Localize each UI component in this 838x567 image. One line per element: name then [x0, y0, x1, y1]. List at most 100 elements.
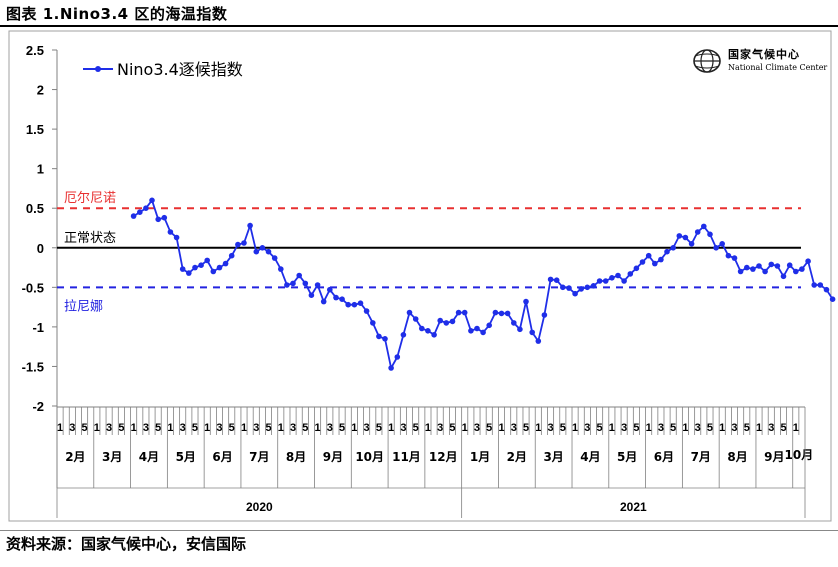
data-point: [400, 332, 407, 338]
data-point: [676, 233, 683, 239]
pentad-tick-label: 3: [695, 422, 701, 434]
logo-name-cn: 国家气候中心: [728, 48, 800, 61]
data-point: [799, 266, 805, 272]
pentad-tick-label: 5: [265, 422, 271, 434]
data-point: [437, 317, 444, 324]
data-point: [265, 248, 272, 255]
data-point: [419, 325, 425, 332]
y-tick-label: 1.5: [26, 122, 44, 137]
y-tick-label: 0.5: [26, 201, 44, 216]
data-point: [155, 216, 161, 223]
pentad-tick-label: 1: [609, 422, 615, 434]
reference-line-label: 拉尼娜: [64, 299, 103, 314]
month-label: 10月: [355, 450, 384, 464]
data-point: [492, 309, 499, 316]
pentad-tick-label: 1: [57, 422, 63, 434]
data-point: [394, 354, 401, 360]
data-point: [443, 320, 450, 326]
data-point: [719, 241, 725, 247]
data-point: [664, 248, 670, 255]
data-point: [578, 286, 584, 292]
pentad-tick-label: 1: [388, 422, 394, 434]
data-point: [474, 325, 480, 332]
data-point: [511, 320, 517, 326]
month-label: 1月: [470, 450, 490, 464]
data-point: [314, 282, 321, 288]
data-point: [547, 276, 554, 283]
data-point: [425, 328, 431, 334]
pentad-tick-label: 3: [584, 422, 590, 434]
data-point: [560, 284, 566, 291]
data-point: [357, 300, 364, 307]
data-point: [523, 298, 529, 305]
data-point: [351, 301, 358, 308]
title-divider: [0, 25, 838, 27]
data-point: [645, 252, 652, 259]
pentad-tick-label: 1: [131, 422, 137, 434]
data-point: [137, 209, 143, 215]
data-point: [602, 278, 609, 284]
data-point: [333, 294, 339, 301]
data-point: [302, 280, 309, 287]
y-tick-label: 2.5: [26, 43, 44, 58]
data-point: [130, 213, 137, 219]
pentad-tick-label: 3: [290, 422, 296, 434]
data-point: [210, 268, 217, 275]
data-point: [259, 245, 266, 251]
year-label: 2021: [620, 500, 647, 514]
pentad-tick-label: 3: [731, 422, 737, 434]
data-point: [327, 286, 333, 293]
y-tick-label: -1.5: [22, 359, 44, 374]
data-point: [535, 338, 542, 344]
data-point: [179, 266, 186, 272]
month-label: 11月: [392, 450, 421, 464]
pentad-tick-label: 5: [560, 422, 566, 434]
pentad-tick-label: 1: [94, 422, 100, 434]
pentad-tick-label: 1: [167, 422, 173, 434]
data-point: [480, 329, 486, 336]
month-label: 3月: [543, 450, 563, 464]
pentad-tick-label: 5: [376, 422, 382, 434]
pentad-tick-label: 1: [315, 422, 321, 434]
pentad-tick-label: 5: [523, 422, 529, 434]
data-point: [339, 296, 345, 303]
pentad-tick-label: 3: [69, 422, 75, 434]
data-point: [731, 255, 738, 261]
pentad-tick-label: 5: [413, 422, 419, 434]
data-point: [173, 234, 180, 241]
data-point: [161, 214, 168, 221]
data-point: [811, 282, 817, 288]
reference-line-label: 正常状态: [64, 231, 116, 246]
legend-marker: [95, 66, 101, 72]
data-point: [817, 282, 824, 288]
y-tick-label: -0.5: [22, 280, 44, 295]
pentad-tick-label: 5: [633, 422, 639, 434]
month-label: 5月: [617, 450, 637, 464]
pentad-tick-label: 3: [253, 422, 259, 434]
data-point: [504, 310, 511, 317]
pentad-tick-label: 3: [143, 422, 149, 434]
y-tick-label: 2: [37, 83, 44, 98]
pentad-tick-label: 3: [511, 422, 517, 434]
month-label: 7月: [691, 450, 711, 464]
pentad-tick-label: 1: [351, 422, 357, 434]
month-label: 10月: [785, 448, 814, 462]
pentad-tick-label: 1: [498, 422, 504, 434]
data-point: [590, 283, 597, 289]
data-point: [186, 270, 192, 276]
pentad-tick-label: 3: [474, 422, 480, 434]
month-label: 8月: [727, 450, 747, 464]
pentad-tick-label: 5: [302, 422, 308, 434]
month-label: 4月: [580, 450, 600, 464]
data-point: [823, 286, 830, 293]
pentad-tick-label: 3: [658, 422, 664, 434]
data-point: [682, 234, 689, 241]
data-point: [308, 292, 315, 299]
legend: Nino3.4逐候指数: [83, 60, 243, 79]
data-point: [639, 259, 646, 265]
y-axis: 2.5 2 1.5 1 0.5 0 -0.5 -1 -1.5 -2: [22, 43, 58, 488]
chart-border: [8, 30, 832, 522]
pentad-tick-label: 1: [278, 422, 284, 434]
data-point: [388, 365, 394, 371]
